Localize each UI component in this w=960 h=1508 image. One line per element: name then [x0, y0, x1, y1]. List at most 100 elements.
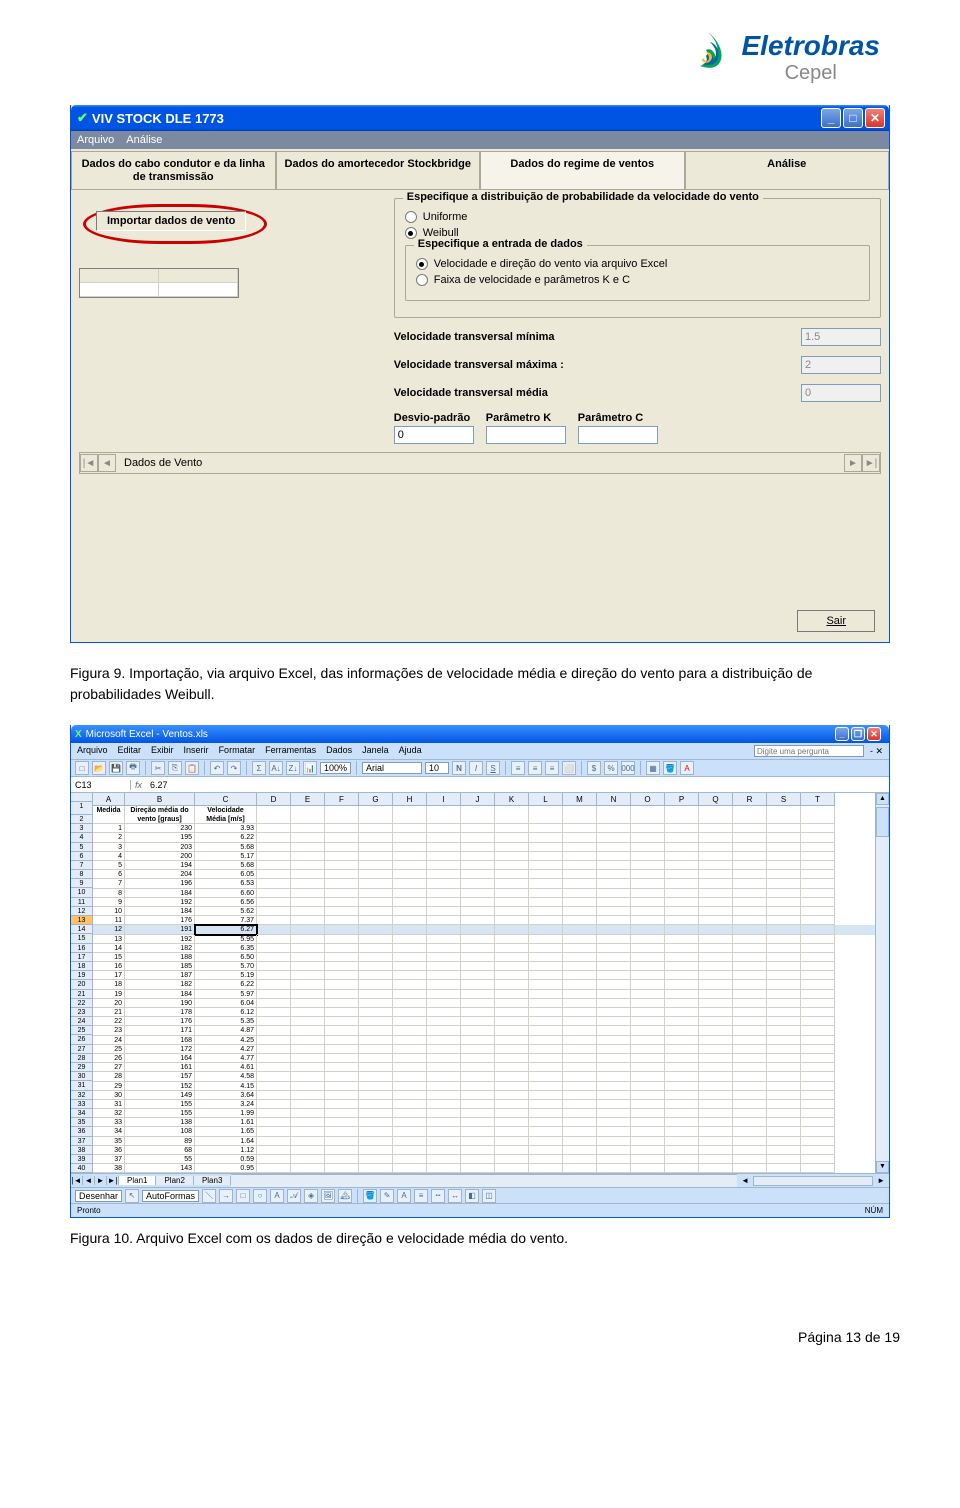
- radio-faixa[interactable]: Faixa de velocidade e parâmetros K e C: [416, 274, 859, 286]
- col-header[interactable]: I: [427, 793, 461, 806]
- table-row[interactable]: 141826.35: [93, 944, 875, 953]
- table-row[interactable]: 21956.22: [93, 833, 875, 842]
- col-header[interactable]: F: [325, 793, 359, 806]
- table-row[interactable]: 251724.27: [93, 1045, 875, 1054]
- table-row[interactable]: 42005.17: [93, 852, 875, 861]
- table-row[interactable]: 35891.64: [93, 1137, 875, 1146]
- paramc-input[interactable]: [578, 426, 658, 444]
- nav-prev-icon[interactable]: ◄: [98, 454, 116, 472]
- row-header[interactable]: 24: [71, 1017, 93, 1026]
- table-row[interactable]: 91926.56: [93, 898, 875, 907]
- line-icon[interactable]: ＼: [202, 1189, 216, 1203]
- table-row[interactable]: 101845.62: [93, 907, 875, 916]
- row-header[interactable]: 26: [71, 1035, 93, 1044]
- clipart-icon[interactable]: 🖼: [321, 1189, 335, 1203]
- table-row[interactable]: 181826.22: [93, 980, 875, 989]
- row-header[interactable]: 35: [71, 1118, 93, 1127]
- sheet-tab-plan3[interactable]: Plan3: [194, 1176, 231, 1185]
- diagram-icon[interactable]: ◈: [304, 1189, 318, 1203]
- cut-icon[interactable]: ✂: [151, 761, 165, 775]
- paramk-input[interactable]: [486, 426, 566, 444]
- percent-icon[interactable]: %: [604, 761, 618, 775]
- radio-excel[interactable]: Velocidade e direção do vento via arquiv…: [416, 258, 859, 270]
- ask-question-input[interactable]: [754, 745, 864, 757]
- table-row[interactable]: 121916.27: [93, 925, 875, 934]
- dash-style-icon[interactable]: ┅: [431, 1189, 445, 1203]
- zoom-select[interactable]: 100%: [320, 762, 351, 774]
- table-row[interactable]: 271614.61: [93, 1063, 875, 1072]
- row-header[interactable]: 19: [71, 971, 93, 980]
- col-header[interactable]: G: [359, 793, 393, 806]
- col-header[interactable]: M: [563, 793, 597, 806]
- table-row[interactable]: 301493.64: [93, 1091, 875, 1100]
- vtmed-input[interactable]: [801, 384, 881, 402]
- tab-amortecedor[interactable]: Dados do amortecedor Stockbridge: [276, 151, 481, 189]
- table-row[interactable]: 321551.99: [93, 1109, 875, 1118]
- draw-menu[interactable]: Desenhar: [75, 1190, 122, 1202]
- nav-last-icon[interactable]: ►|: [862, 454, 880, 472]
- merge-icon[interactable]: ⬜: [562, 761, 576, 775]
- vtmax-input[interactable]: [801, 356, 881, 374]
- row-header[interactable]: 14: [71, 925, 93, 934]
- table-row[interactable]: 261644.77: [93, 1054, 875, 1063]
- row-header[interactable]: 16: [71, 944, 93, 953]
- menu-item[interactable]: Dados: [326, 745, 352, 757]
- row-header[interactable]: 15: [71, 934, 93, 943]
- row-header[interactable]: 36: [71, 1127, 93, 1136]
- row-header[interactable]: 2: [71, 815, 93, 824]
- font-size-select[interactable]: 10: [425, 762, 449, 774]
- row-header[interactable]: 31: [71, 1081, 93, 1090]
- scroll-thumb[interactable]: [876, 807, 889, 837]
- picture-icon[interactable]: 🏔: [338, 1189, 352, 1203]
- menu-item[interactable]: Janela: [362, 745, 389, 757]
- textbox-icon[interactable]: A: [270, 1189, 284, 1203]
- save-icon[interactable]: 💾: [109, 761, 123, 775]
- open-icon[interactable]: 📂: [92, 761, 106, 775]
- sheet-tab-plan1[interactable]: Plan1: [119, 1176, 156, 1185]
- table-row[interactable]: 37550.59: [93, 1155, 875, 1164]
- col-header[interactable]: D: [257, 793, 291, 806]
- col-header[interactable]: S: [767, 793, 801, 806]
- menu-item[interactable]: Ajuda: [399, 745, 422, 757]
- underline-icon[interactable]: S: [486, 761, 500, 775]
- currency-icon[interactable]: $: [587, 761, 601, 775]
- row-header[interactable]: 12: [71, 907, 93, 916]
- comma-icon[interactable]: 000: [621, 761, 635, 775]
- align-center-icon[interactable]: ≡: [528, 761, 542, 775]
- redo-icon[interactable]: ↷: [227, 761, 241, 775]
- scroll-up-icon[interactable]: ▲: [876, 793, 889, 805]
- shadow-icon[interactable]: ◧: [465, 1189, 479, 1203]
- table-row[interactable]: 12303.93: [93, 824, 875, 833]
- italic-icon[interactable]: I: [469, 761, 483, 775]
- sheet-tab-plan2[interactable]: Plan2: [156, 1176, 193, 1185]
- col-header[interactable]: L: [529, 793, 563, 806]
- sum-icon[interactable]: Σ: [252, 761, 266, 775]
- font-color-icon[interactable]: A: [397, 1189, 411, 1203]
- row-header[interactable]: 21: [71, 990, 93, 999]
- sheet-nav-last-icon[interactable]: ►|: [107, 1176, 119, 1185]
- table-row[interactable]: 341081.65: [93, 1127, 875, 1136]
- row-header[interactable]: 8: [71, 870, 93, 879]
- row-header[interactable]: 33: [71, 1100, 93, 1109]
- table-row[interactable]: 171875.19: [93, 971, 875, 980]
- excel-minimize-button[interactable]: _: [835, 727, 849, 741]
- close-button[interactable]: ✕: [865, 108, 885, 128]
- excel-restore-button[interactable]: ❐: [851, 727, 865, 741]
- table-row[interactable]: 71966.53: [93, 879, 875, 888]
- menu-analise[interactable]: Análise: [126, 134, 162, 146]
- menu-item[interactable]: Inserir: [184, 745, 209, 757]
- table-row[interactable]: 161855.70: [93, 962, 875, 971]
- row-header[interactable]: 11: [71, 898, 93, 907]
- undo-icon[interactable]: ↶: [210, 761, 224, 775]
- tab-cabo[interactable]: Dados do cabo condutor e da linha de tra…: [71, 151, 276, 189]
- align-right-icon[interactable]: ≡: [545, 761, 559, 775]
- excel-close-button[interactable]: ✕: [867, 727, 881, 741]
- row-header[interactable]: 22: [71, 999, 93, 1008]
- row-header[interactable]: 18: [71, 962, 93, 971]
- font-color-icon[interactable]: A: [680, 761, 694, 775]
- fill-icon[interactable]: 🪣: [363, 1189, 377, 1203]
- font-name-select[interactable]: Arial: [362, 762, 422, 774]
- table-row[interactable]: 231714.87: [93, 1026, 875, 1035]
- col-header[interactable]: O: [631, 793, 665, 806]
- vtmin-input[interactable]: [801, 328, 881, 346]
